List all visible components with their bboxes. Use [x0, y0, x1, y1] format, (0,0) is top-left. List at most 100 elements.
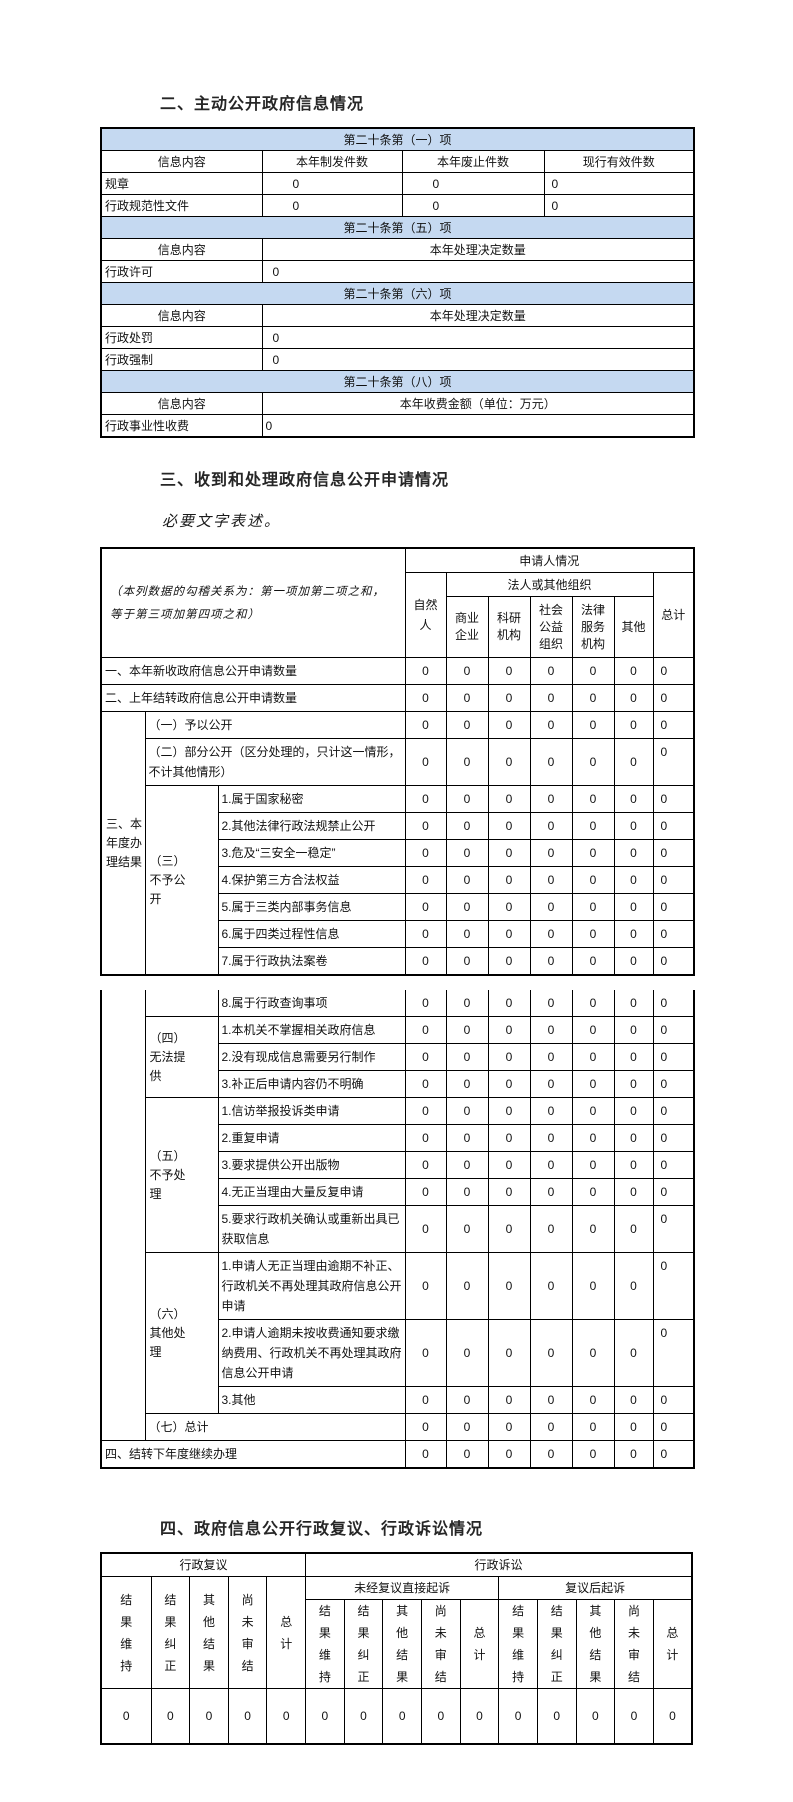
- table-row: 结果维持 结果纠正 其他结果 尚未审结 总计 结果维持 结果纠正 其他结果 尚未…: [101, 1599, 693, 1689]
- value-cell: 0: [571, 1097, 615, 1125]
- value-cell: 0: [652, 1178, 695, 1206]
- value-cell: 0: [404, 785, 447, 813]
- table-row: 2.其他法律行政法规禁止公开 0 0 0 0 0 0 0: [101, 812, 695, 840]
- value-cell: 0: [613, 1097, 654, 1125]
- table-row: 第二十条第（八）项: [100, 370, 695, 393]
- value-cell: 0: [404, 812, 447, 840]
- table-row: 一、本年新收政府信息公开申请数量 0 0 0 0 0 0 0: [100, 657, 695, 685]
- value-cell: 0: [529, 1252, 573, 1320]
- column-header-text: 其他结果: [396, 1604, 409, 1684]
- value-cell: 0: [487, 1440, 531, 1469]
- row-label: 5.属于三类内部事务信息: [217, 893, 406, 921]
- value-cell: 0: [652, 866, 695, 894]
- table-row: 四、结转下年度继续办理 0 0 0 0 0 0 0: [100, 1440, 695, 1469]
- row-label: 2.申请人逾期未按收费通知要求缴纳费用、行政机关不再处理其政府信息公开申请: [217, 1319, 406, 1387]
- value-cell: 0: [487, 738, 531, 786]
- article20-table: 第二十条第（一）项 信息内容 本年制发件数 本年废止件数 现行有效件数 规章 0 0…: [100, 127, 696, 438]
- value-cell: 0: [487, 1205, 531, 1253]
- column-header-text: 其他结果: [589, 1604, 602, 1684]
- value-cell: 0: [571, 866, 615, 894]
- value-cell: 0: [652, 1205, 695, 1253]
- row-label: 3.其他: [217, 1386, 406, 1414]
- review-group-header: 行政复议: [100, 1552, 307, 1577]
- column-header-text: 结果维持: [512, 1604, 525, 1684]
- value-cell: 0: [571, 1151, 615, 1179]
- section-title-cell: 第二十条第（一）项: [100, 127, 695, 151]
- column-header: 本年处理决定数量: [261, 238, 695, 261]
- value-cell: 0: [529, 657, 573, 685]
- value-cell: 0: [613, 785, 654, 813]
- value-cell: 0: [404, 1413, 447, 1441]
- table-row: 信息内容 本年处理决定数量: [100, 304, 695, 327]
- value-cell: 0: [652, 920, 695, 948]
- column-header: 其他: [613, 596, 654, 658]
- value-cell: 0: [404, 1386, 447, 1414]
- value-cell: 0: [445, 920, 489, 948]
- row-label: （二）部分公开（区分处理的，只计这一情形，不计其他情形）: [144, 738, 406, 786]
- value-cell: 0: [404, 947, 447, 976]
- value-cell: 0: [571, 1252, 615, 1320]
- value-cell: 0: [571, 893, 615, 921]
- value-cell: 0: [652, 812, 695, 840]
- value-cell: 0: [529, 1386, 573, 1414]
- value-cell: 0: [487, 1178, 531, 1206]
- value-cell: 0: [652, 1688, 693, 1745]
- row-label: 4.无正当理由大量反复申请: [217, 1178, 406, 1206]
- value-cell: 0: [571, 785, 615, 813]
- column-header: 总计: [266, 1576, 307, 1689]
- value-cell: 0: [420, 1688, 461, 1745]
- value-cell: 0: [652, 738, 695, 786]
- value-cell: 0: [571, 990, 615, 1017]
- column-header: 本年废止件数: [401, 150, 545, 173]
- column-header-text: 结果维持: [318, 1604, 331, 1684]
- column-header-text: 总计: [280, 1614, 293, 1651]
- value-cell: 0: [487, 1124, 531, 1152]
- table-row: 7.属于行政执法案卷 0 0 0 0 0 0 0: [101, 947, 695, 976]
- value-cell: 0: [613, 657, 654, 685]
- table-row: 商业企业 科研机构 社会公益组织 法律服务机构 其他: [101, 596, 694, 658]
- column-header-text: 结果纠正: [550, 1604, 563, 1684]
- value-cell: 0: [404, 711, 447, 739]
- value-cell: 0: [401, 194, 545, 217]
- column-header-natural-person: 自然人: [404, 572, 447, 658]
- value-cell: 0: [652, 1252, 695, 1320]
- column-header: 结果维持: [305, 1599, 345, 1689]
- value-cell: 0: [613, 1070, 654, 1098]
- value-cell: 0: [459, 1688, 500, 1745]
- row-label: 行政处罚: [100, 326, 263, 349]
- value-cell: 0: [404, 738, 447, 786]
- value-cell: 0: [613, 1151, 654, 1179]
- row-label: 一、本年新收政府信息公开申请数量: [100, 657, 406, 685]
- value-cell: 0: [529, 839, 573, 867]
- value-cell: 0: [571, 657, 615, 685]
- value-cell: 0: [529, 785, 573, 813]
- column-header: 尚未审结: [420, 1599, 461, 1689]
- column-header-total: 总计: [652, 572, 695, 658]
- value-cell: 0: [575, 1688, 616, 1745]
- value-cell: 0: [529, 866, 573, 894]
- column-header-text: 结果纠正: [357, 1604, 370, 1684]
- column-header: 本年制发件数: [261, 150, 403, 173]
- value-cell: 0: [529, 1205, 573, 1253]
- value-cell: 0: [529, 1413, 573, 1441]
- value-cell: 0: [571, 1440, 615, 1469]
- value-cell: 0: [613, 893, 654, 921]
- section2-heading: 二、主动公开政府信息情况: [160, 96, 365, 113]
- section-title-cell: 第二十条第（五）项: [100, 216, 695, 239]
- table-row: 自然人 法人或其他组织 总计: [101, 572, 695, 658]
- value-cell: 0: [445, 1205, 489, 1253]
- table-row: 2.申请人逾期未按收费通知要求缴纳费用、行政机关不再处理其政府信息公开申请 0 0 0…: [101, 1319, 695, 1387]
- value-cell: 0: [652, 839, 695, 867]
- value-cell: 0: [404, 1205, 447, 1253]
- column-header: 结果维持: [498, 1599, 538, 1689]
- value-cell: 0: [571, 812, 615, 840]
- column-header-text: 总计: [473, 1626, 486, 1662]
- table-row: 行政规范性文件 0 0 0: [100, 194, 695, 217]
- value-cell: 0: [529, 684, 573, 712]
- table-row: （二）部分公开（区分处理的，只计这一情形，不计其他情形） 0 0 0 0 0 0 0: [101, 738, 695, 786]
- column-header: 科研机构: [487, 596, 531, 658]
